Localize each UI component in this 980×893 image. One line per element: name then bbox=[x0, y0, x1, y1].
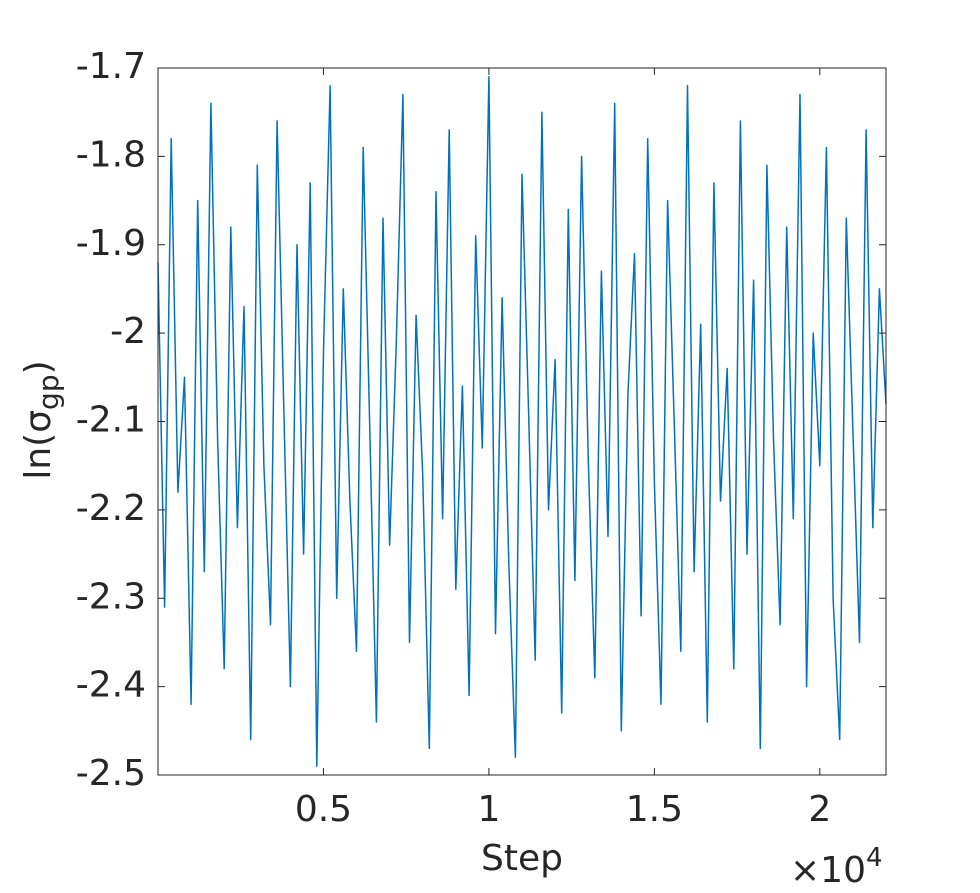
y-tick-label: -2.5 bbox=[76, 753, 146, 794]
y-tick-label: -2 bbox=[110, 311, 146, 352]
x-multiplier-exponent: 4 bbox=[866, 843, 883, 873]
y-label-sub: gp bbox=[32, 374, 65, 410]
x-multiplier: ×104 bbox=[790, 843, 883, 892]
x-tick-label: 1 bbox=[477, 789, 500, 830]
y-label-text: ln(σ bbox=[18, 410, 59, 480]
y-label-close: ) bbox=[18, 360, 59, 374]
y-tick-label: -2.3 bbox=[76, 576, 146, 617]
y-tick-label: -1.7 bbox=[76, 46, 146, 87]
y-tick-label: -2.2 bbox=[76, 488, 146, 529]
x-multiplier-base: ×10 bbox=[790, 850, 866, 891]
y-tick-label: -1.9 bbox=[76, 223, 146, 264]
y-tick-label: -2.1 bbox=[76, 400, 146, 441]
trace-line bbox=[157, 76, 887, 767]
x-axis-label: Step bbox=[481, 838, 563, 879]
y-tick-label: -1.8 bbox=[76, 134, 146, 175]
x-tick-label: 0.5 bbox=[295, 789, 352, 830]
y-axis-label: ln(σgp) bbox=[18, 360, 65, 479]
x-tick-label: 2 bbox=[808, 789, 831, 830]
y-tick-label: -2.4 bbox=[76, 665, 146, 706]
x-tick-label: 1.5 bbox=[626, 789, 683, 830]
